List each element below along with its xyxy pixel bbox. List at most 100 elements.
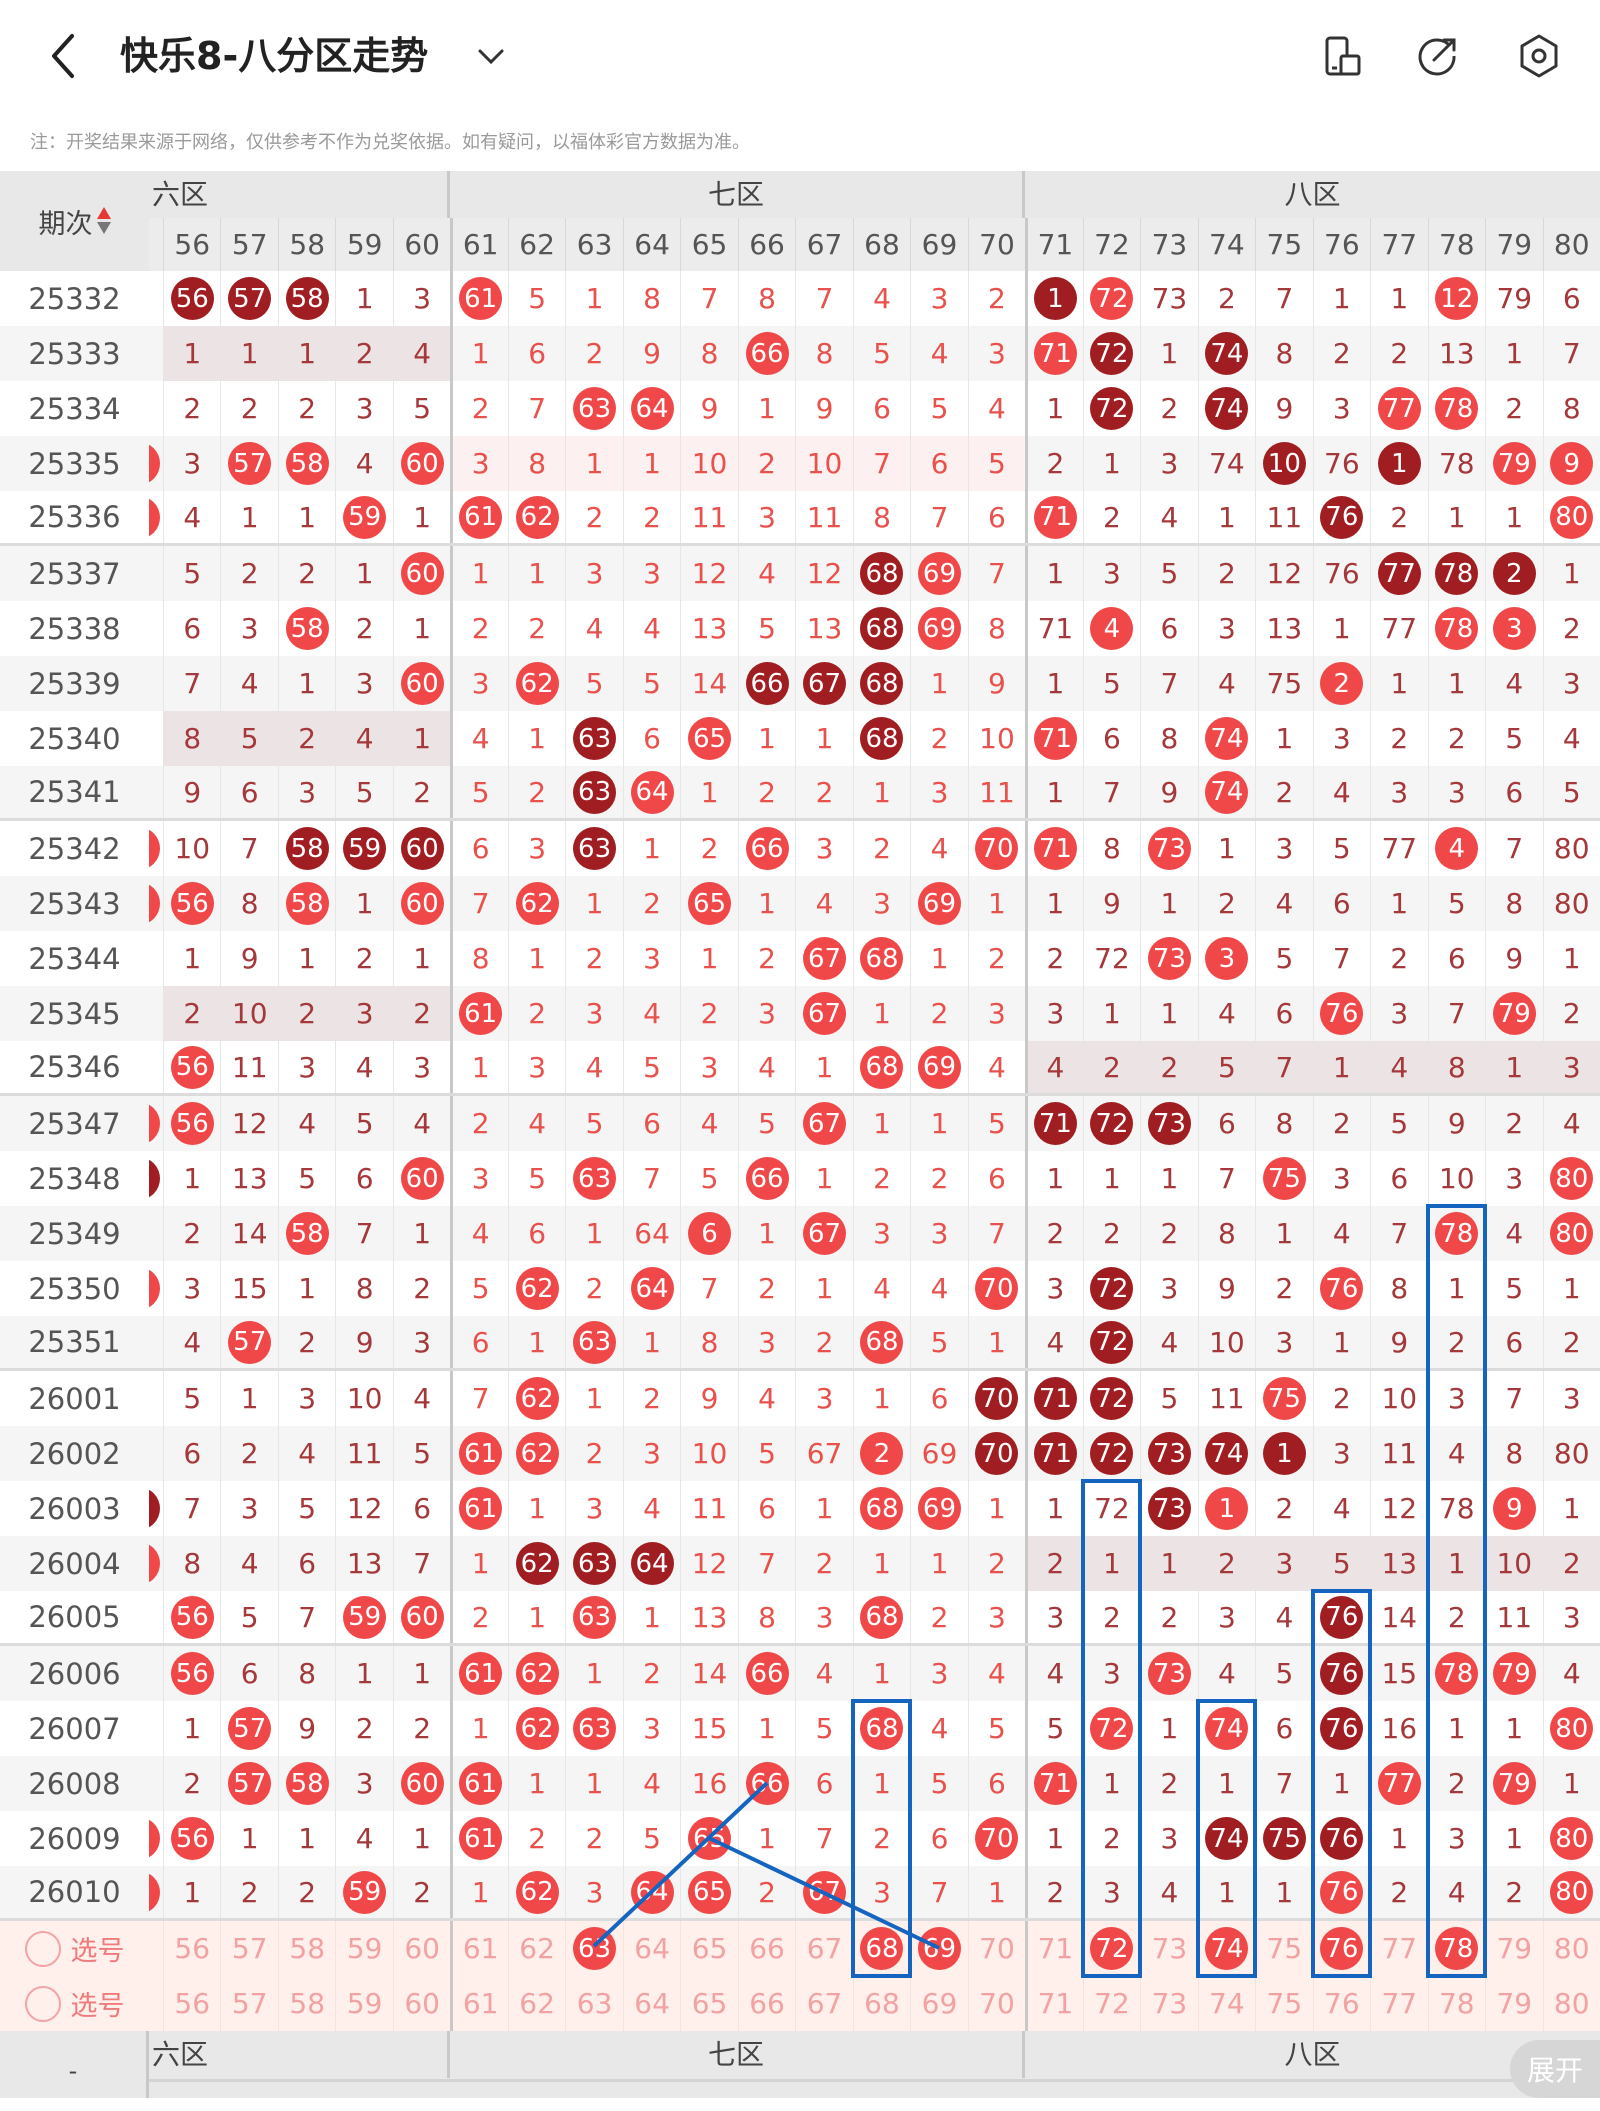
- picker-number[interactable]: 76: [1324, 1987, 1360, 2020]
- picker-number-74[interactable]: 74: [1197, 1921, 1255, 1976]
- picker-number[interactable]: 63: [576, 1987, 613, 2020]
- picker-number[interactable]: 70: [979, 1987, 1015, 2020]
- picker-number[interactable]: 61: [462, 1932, 499, 1965]
- picker-number[interactable]: 77: [1381, 1987, 1418, 2020]
- back-icon[interactable]: [44, 30, 84, 82]
- picker-number[interactable]: 57: [231, 1932, 268, 1965]
- picker-number-77[interactable]: 77: [1370, 1921, 1427, 1976]
- picker-number-60[interactable]: 60: [392, 1921, 450, 1976]
- picker-number[interactable]: 78: [1438, 1987, 1475, 2020]
- selected-number-ball[interactable]: 63: [573, 1927, 617, 1970]
- picker-number-80[interactable]: 80: [1542, 1976, 1600, 2031]
- selected-number-ball[interactable]: 72: [1090, 1927, 1134, 1970]
- picker-number-62[interactable]: 62: [507, 1976, 565, 2031]
- picker-number[interactable]: 75: [1266, 1987, 1303, 2020]
- picker-number-73[interactable]: 73: [1140, 1976, 1197, 2031]
- selected-number-ball[interactable]: 69: [917, 1927, 961, 1970]
- picker-number[interactable]: 56: [174, 1932, 211, 1965]
- picker-number[interactable]: 59: [346, 1932, 383, 1965]
- picker-number-78[interactable]: 78: [1427, 1921, 1485, 1976]
- rotate-screen-icon[interactable]: [1319, 32, 1367, 80]
- picker-number-69[interactable]: 69: [910, 1976, 967, 2031]
- selected-number-ball[interactable]: 78: [1435, 1927, 1479, 1970]
- period-column-header[interactable]: 期次: [0, 171, 149, 271]
- picker-number[interactable]: 62: [519, 1987, 555, 2020]
- expand-button[interactable]: 展开: [1510, 2040, 1600, 2098]
- picker-number[interactable]: 79: [1496, 1987, 1533, 2020]
- picker-number-56[interactable]: 56: [163, 1921, 220, 1976]
- picker-number[interactable]: 69: [921, 1987, 958, 2020]
- picker-number[interactable]: 80: [1553, 1932, 1590, 1965]
- selected-number-ball[interactable]: 74: [1205, 1927, 1249, 1970]
- picker-number-76[interactable]: 76: [1312, 1921, 1370, 1976]
- picker-number-76[interactable]: 76: [1312, 1976, 1370, 2031]
- share-icon[interactable]: [1414, 32, 1462, 80]
- picker-number[interactable]: 58: [289, 1932, 326, 1965]
- picker-number[interactable]: 75: [1266, 1932, 1303, 1965]
- picker-number-57[interactable]: 57: [220, 1976, 277, 2031]
- picker-number-67[interactable]: 67: [795, 1976, 852, 2031]
- radio-button[interactable]: [24, 1985, 61, 2022]
- picker-number-71[interactable]: 71: [1025, 1921, 1082, 1976]
- picker-number-78[interactable]: 78: [1427, 1976, 1485, 2031]
- picker-number[interactable]: 59: [346, 1987, 383, 2020]
- picker-number[interactable]: 57: [231, 1987, 268, 2020]
- picker-number-74[interactable]: 74: [1197, 1976, 1255, 2031]
- sort-icon[interactable]: [96, 206, 111, 236]
- picker-number-72[interactable]: 72: [1082, 1976, 1140, 2031]
- chevron-down-icon[interactable]: [474, 36, 508, 76]
- picker-number-60[interactable]: 60: [392, 1976, 450, 2031]
- picker-number-66[interactable]: 66: [737, 1976, 795, 2031]
- picker-number[interactable]: 58: [289, 1987, 326, 2020]
- picker-number[interactable]: 56: [174, 1987, 211, 2020]
- picker-number[interactable]: 65: [691, 1987, 728, 2020]
- picker-number-70[interactable]: 70: [967, 1976, 1025, 2031]
- picker-number-58[interactable]: 58: [277, 1976, 335, 2031]
- picker-number-75[interactable]: 75: [1255, 1976, 1312, 2031]
- picker-number[interactable]: 64: [634, 1987, 670, 2020]
- picker-number-69[interactable]: 69: [910, 1921, 967, 1976]
- picker-number-62[interactable]: 62: [507, 1921, 565, 1976]
- picker-number-73[interactable]: 73: [1140, 1921, 1197, 1976]
- selected-number-ball[interactable]: 68: [860, 1927, 904, 1970]
- picker-number[interactable]: 79: [1496, 1932, 1533, 1965]
- picker-number-57[interactable]: 57: [220, 1921, 277, 1976]
- picker-number-64[interactable]: 64: [622, 1921, 680, 1976]
- picker-number[interactable]: 71: [1037, 1932, 1074, 1965]
- picker-label-cell[interactable]: 选号: [0, 1921, 149, 1976]
- picker-label-cell[interactable]: 选号: [0, 1976, 149, 2031]
- settings-icon[interactable]: [1515, 32, 1563, 80]
- picker-number-79[interactable]: 79: [1485, 1921, 1542, 1976]
- picker-number-72[interactable]: 72: [1082, 1921, 1140, 1976]
- picker-number[interactable]: 68: [864, 1987, 900, 2020]
- picker-number-64[interactable]: 64: [622, 1976, 680, 2031]
- picker-number[interactable]: 66: [749, 1987, 785, 2020]
- picker-number-71[interactable]: 71: [1025, 1976, 1082, 2031]
- picker-number-75[interactable]: 75: [1255, 1921, 1312, 1976]
- picker-number[interactable]: 73: [1151, 1932, 1188, 1965]
- picker-number[interactable]: 61: [462, 1987, 499, 2020]
- picker-number-63[interactable]: 63: [565, 1976, 622, 2031]
- picker-number-59[interactable]: 59: [335, 1976, 392, 2031]
- picker-number[interactable]: 74: [1209, 1987, 1245, 2020]
- picker-number-61[interactable]: 61: [450, 1921, 507, 1976]
- selected-number-ball[interactable]: 76: [1320, 1927, 1364, 1970]
- picker-number-59[interactable]: 59: [335, 1921, 392, 1976]
- picker-number-70[interactable]: 70: [967, 1921, 1025, 1976]
- picker-number[interactable]: 60: [404, 1987, 440, 2020]
- picker-number-79[interactable]: 79: [1485, 1976, 1542, 2031]
- picker-number[interactable]: 67: [806, 1932, 843, 1965]
- picker-number-65[interactable]: 65: [680, 1921, 737, 1976]
- picker-number-67[interactable]: 67: [795, 1921, 852, 1976]
- picker-number[interactable]: 70: [979, 1932, 1015, 1965]
- picker-number-58[interactable]: 58: [277, 1921, 335, 1976]
- picker-number-77[interactable]: 77: [1370, 1976, 1427, 2031]
- picker-number[interactable]: 66: [749, 1932, 785, 1965]
- picker-number-63[interactable]: 63: [565, 1921, 622, 1976]
- picker-number[interactable]: 77: [1381, 1932, 1418, 1965]
- picker-number[interactable]: 80: [1553, 1987, 1590, 2020]
- picker-number[interactable]: 73: [1151, 1987, 1188, 2020]
- radio-button[interactable]: [24, 1930, 61, 1967]
- picker-number-56[interactable]: 56: [163, 1976, 220, 2031]
- picker-number[interactable]: 67: [806, 1987, 843, 2020]
